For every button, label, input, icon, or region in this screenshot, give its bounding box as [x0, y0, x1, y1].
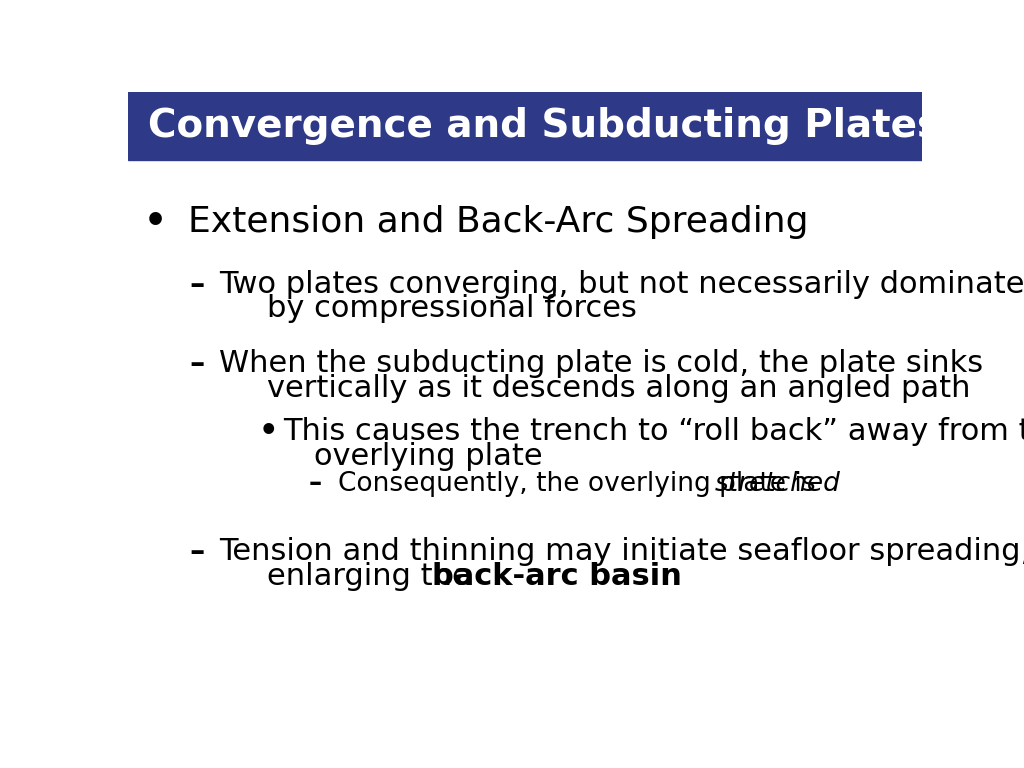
Text: –: –	[189, 349, 205, 379]
Text: Two plates converging, but not necessarily dominated: Two plates converging, but not necessari…	[219, 270, 1024, 299]
Bar	[128, 92, 922, 161]
Text: stretched: stretched	[715, 471, 841, 497]
Text: This causes the trench to “roll back” away from the: This causes the trench to “roll back” aw…	[283, 418, 1024, 446]
Text: •: •	[143, 204, 167, 239]
Text: back-arc basin: back-arc basin	[432, 561, 682, 591]
Text: by compressional forces: by compressional forces	[267, 294, 637, 323]
Text: When the subducting plate is cold, the plate sinks: When the subducting plate is cold, the p…	[219, 349, 983, 379]
Text: Tension and thinning may initiate seafloor spreading,: Tension and thinning may initiate seaflo…	[219, 537, 1024, 566]
Text: –: –	[189, 270, 205, 299]
Text: Extension and Back-Arc Spreading: Extension and Back-Arc Spreading	[187, 204, 808, 239]
Text: vertically as it descends along an angled path: vertically as it descends along an angle…	[267, 374, 971, 403]
Text: –: –	[189, 537, 205, 566]
Text: –: –	[308, 471, 322, 497]
Text: Consequently, the overlying plate is: Consequently, the overlying plate is	[338, 471, 824, 497]
Text: Convergence and Subducting Plates: Convergence and Subducting Plates	[147, 108, 940, 145]
Text: •: •	[259, 418, 279, 446]
Text: overlying plate: overlying plate	[314, 442, 543, 471]
Text: enlarging the: enlarging the	[267, 561, 480, 591]
